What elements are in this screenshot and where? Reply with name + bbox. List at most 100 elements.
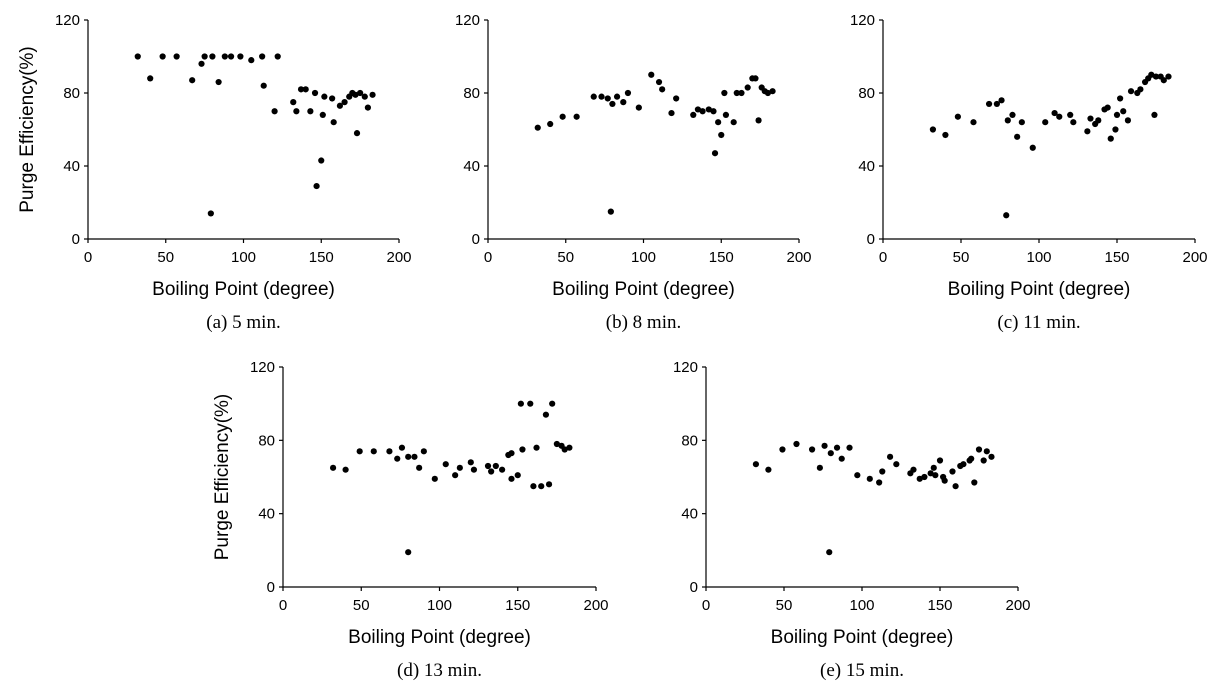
y-tick-label: 0 [267, 579, 275, 596]
scatter-point [624, 89, 632, 97]
scatter-point [573, 113, 580, 120]
chart-a-5min: 0 40 80 120 0 50 100 150 200 Boiling Point (degre… [17, 12, 412, 333]
subfigure-caption: (e) 15 min. [820, 660, 904, 681]
scatter-point [442, 461, 449, 468]
scatter-point [659, 86, 666, 93]
scatter-point [826, 549, 833, 556]
y-tick-label: 80 [858, 85, 875, 102]
x-axis-title: Boiling Point (degree) [152, 279, 335, 300]
scatter-point [985, 100, 993, 108]
y-tick-label: 80 [681, 432, 698, 449]
scatter-point [189, 77, 196, 84]
scatter-point [710, 108, 717, 115]
scatter-point [808, 446, 816, 453]
y-tick-label: 120 [850, 12, 875, 29]
x-tick-label: 0 [84, 249, 92, 266]
scatter-point [755, 117, 762, 124]
scatter-point [519, 446, 526, 453]
scatter-point [668, 109, 675, 117]
scatter-point [752, 75, 759, 82]
scatter-point [613, 93, 621, 100]
scatter-point [394, 455, 401, 462]
scatter-point [370, 448, 377, 455]
scatter-point [352, 91, 359, 98]
scatter-point [876, 479, 883, 486]
scatter-point [690, 111, 697, 118]
scatter-point [134, 53, 141, 60]
scatter-point [1127, 88, 1135, 95]
x-tick-label: 100 [849, 597, 874, 614]
x-tick-label: 150 [709, 249, 734, 266]
scatter-point [590, 93, 597, 100]
x-tick-label: 0 [702, 597, 710, 614]
scatter-point [988, 453, 995, 460]
x-axis-title: Boiling Point (degree) [348, 627, 531, 648]
scatter-point [547, 120, 554, 128]
scatter-point [1056, 113, 1063, 120]
scatter-point [420, 448, 427, 455]
scatter-point [1014, 133, 1021, 140]
subfigure-caption: (a) 5 min. [206, 312, 280, 333]
x-tick-label: 0 [279, 597, 287, 614]
scatter-point [221, 53, 228, 60]
scatter-point [916, 475, 923, 482]
y-tick-label: 0 [690, 579, 698, 596]
scatter-point [893, 461, 900, 468]
x-axis-title: Boiling Point (degree) [771, 627, 954, 648]
scatter-point [929, 126, 937, 133]
scatter-point [1104, 104, 1111, 111]
scatter-point [968, 455, 975, 462]
y-tick-label: 40 [858, 158, 875, 175]
scatter-point [730, 119, 737, 126]
scatter-point [604, 95, 611, 102]
scatter-point [1124, 117, 1132, 124]
scatter-point [159, 53, 166, 60]
scatter-point [456, 464, 463, 471]
scatter-point [342, 466, 349, 473]
x-tick-label: 50 [353, 597, 370, 614]
scatter-point [620, 99, 627, 106]
x-tick-label: 50 [157, 249, 174, 266]
scatter-point [209, 53, 216, 60]
scatter-point [1113, 111, 1121, 118]
scatter-point [970, 119, 977, 126]
scatter-point [259, 53, 266, 60]
scatter-point [1120, 108, 1127, 115]
scatter-point [699, 108, 706, 115]
scatter-point [207, 210, 214, 217]
scatter-point [411, 453, 418, 460]
scatter-point [369, 91, 376, 98]
scatter-point [386, 448, 393, 455]
scatter-point [329, 95, 336, 102]
scatter-point [648, 71, 655, 78]
x-tick-label: 200 [386, 249, 411, 266]
scatter-point [952, 483, 959, 490]
scatter-point [1165, 73, 1172, 80]
x-tick-label: 150 [927, 597, 952, 614]
scatter-point [545, 481, 553, 488]
chart-b-8min: 0 40 80 120 0 50 100 150 200 Boiling Point (degre… [455, 12, 812, 333]
scatter-point [361, 93, 368, 100]
scatter-point [1084, 128, 1091, 135]
scatter-point [319, 111, 326, 118]
chart-d-13min: 0 40 80 120 0 50 100 150 200 Boiling Point (degre… [212, 359, 609, 681]
scatter-point [1137, 86, 1144, 93]
scatter-point [1004, 117, 1011, 124]
scatter-point [821, 442, 828, 449]
y-tick-label: 120 [250, 359, 275, 376]
x-tick-label: 50 [953, 249, 970, 266]
scatter-point [431, 475, 438, 482]
scatter-point [293, 108, 300, 115]
x-axis-title: Boiling Point (degree) [948, 279, 1131, 300]
scatter-point [201, 53, 208, 60]
scatter-point [827, 450, 834, 457]
x-tick-label: 100 [631, 249, 656, 266]
scatter-point [321, 93, 328, 100]
scatter-point [1148, 71, 1155, 78]
scatter-point [779, 446, 786, 453]
scatter-point [467, 459, 474, 466]
scatter-point [1003, 212, 1010, 219]
scatter-point [147, 75, 154, 82]
scatter-point [941, 477, 948, 484]
